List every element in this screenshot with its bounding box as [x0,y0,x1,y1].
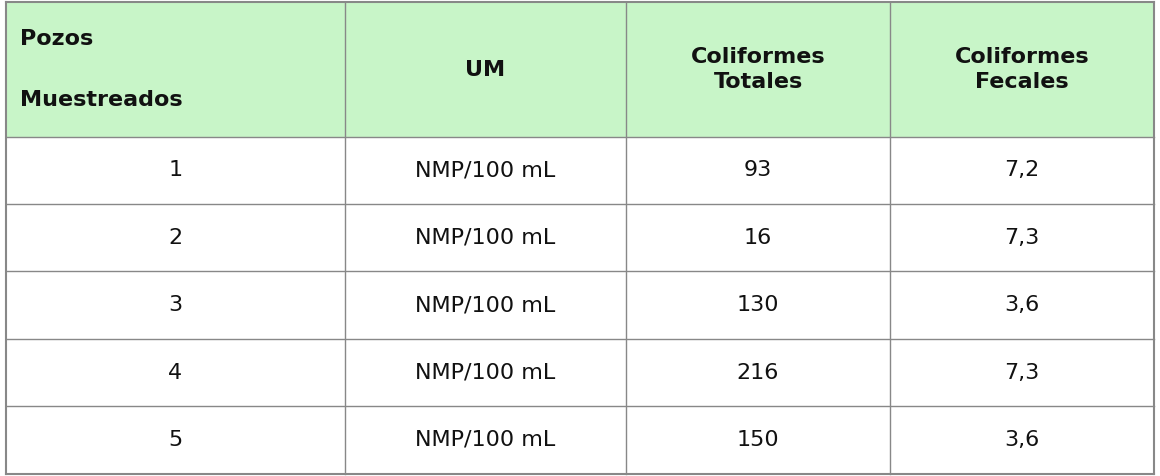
Text: 7,3: 7,3 [1005,228,1039,248]
Text: 216: 216 [737,363,780,383]
Text: 93: 93 [744,160,773,180]
Text: NMP/100 mL: NMP/100 mL [415,228,556,248]
Text: 3,6: 3,6 [1005,430,1039,450]
Text: NMP/100 mL: NMP/100 mL [415,160,556,180]
Text: 3: 3 [168,295,182,315]
Text: NMP/100 mL: NMP/100 mL [415,363,556,383]
Text: 4: 4 [168,363,182,383]
Text: NMP/100 mL: NMP/100 mL [415,295,556,315]
Text: Coliformes
Totales: Coliformes Totales [690,47,825,92]
Text: NMP/100 mL: NMP/100 mL [415,430,556,450]
Text: 16: 16 [744,228,773,248]
Text: 130: 130 [737,295,780,315]
Text: UM: UM [465,60,506,79]
Text: Coliformes
Fecales: Coliformes Fecales [955,47,1089,92]
Text: 150: 150 [737,430,780,450]
Text: 5: 5 [168,430,182,450]
Text: 1: 1 [168,160,182,180]
Text: 3,6: 3,6 [1005,295,1039,315]
Text: 7,2: 7,2 [1005,160,1039,180]
Text: 7,3: 7,3 [1005,363,1039,383]
Text: 2: 2 [168,228,182,248]
Text: Pozos: Pozos [20,29,93,49]
Text: Muestreados: Muestreados [20,90,182,110]
